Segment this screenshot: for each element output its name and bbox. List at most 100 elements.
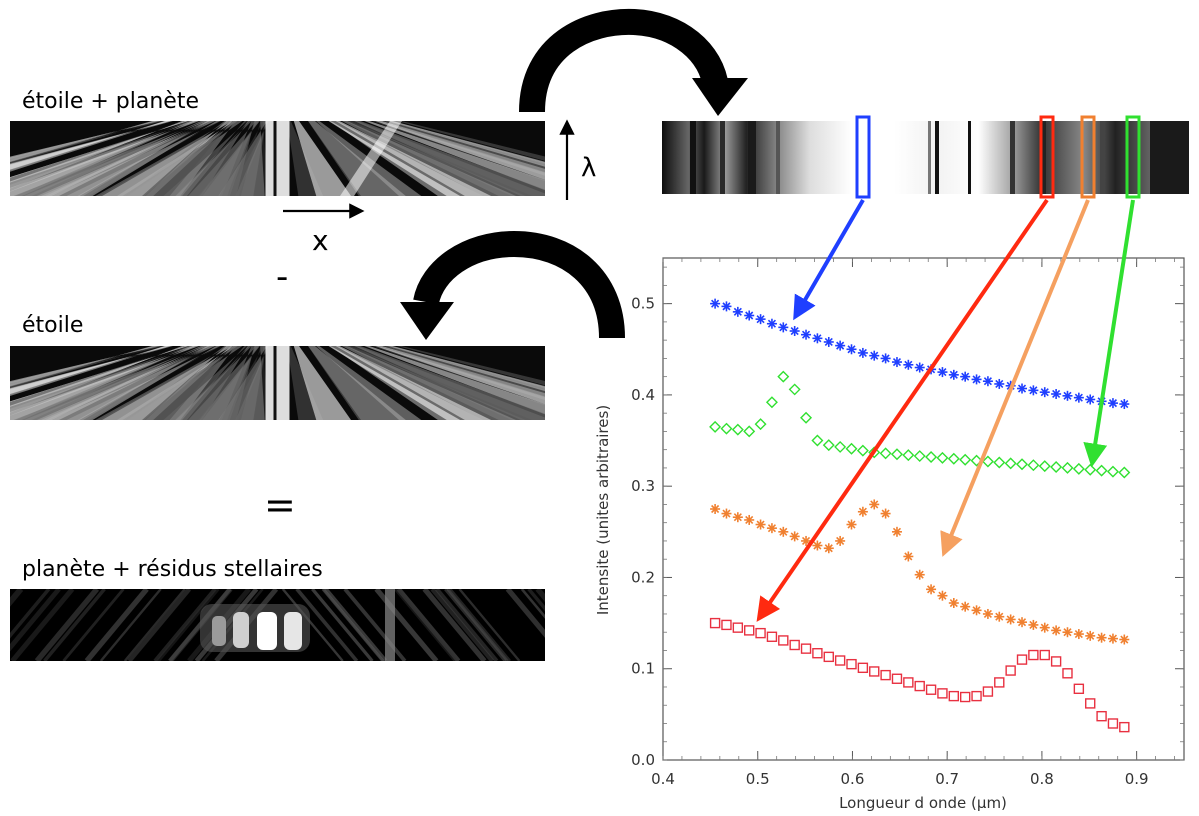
data-point-diamond	[925, 450, 938, 463]
data-point-asterisk	[823, 543, 834, 554]
data-point-asterisk	[732, 306, 743, 317]
data-point-asterisk	[789, 531, 800, 542]
data-point-diamond	[936, 451, 949, 464]
data-point-asterisk	[778, 526, 789, 537]
data-point-asterisk	[1085, 394, 1096, 405]
lambda-direction-arrow: λ	[559, 119, 596, 200]
data-point-diamond	[913, 450, 926, 463]
data-point-diamond	[970, 454, 983, 467]
data-point-diamond	[1050, 461, 1063, 474]
data-point-asterisk	[732, 512, 743, 523]
data-point-diamond	[856, 444, 869, 457]
data-point-asterisk	[960, 371, 971, 382]
data-point-asterisk	[766, 523, 777, 534]
data-point-square	[1050, 656, 1062, 667]
data-point-asterisk	[1107, 398, 1118, 409]
data-point-asterisk	[857, 347, 868, 358]
data-point-square	[1039, 649, 1050, 661]
data-point-asterisk	[846, 519, 857, 530]
curved-arrow-middle	[400, 230, 625, 340]
data-point-asterisk	[982, 608, 993, 619]
data-point-asterisk	[1051, 388, 1062, 399]
data-point-square	[800, 643, 812, 654]
data-point-square	[903, 677, 914, 688]
data-point-asterisk	[971, 605, 982, 616]
data-point-square	[1085, 698, 1096, 709]
data-point-square	[994, 677, 1005, 688]
red-selection-box	[1039, 115, 1055, 199]
data-point-asterisk	[778, 322, 789, 333]
data-point-asterisk	[982, 376, 993, 387]
y-tick-label: 0.0	[631, 751, 655, 769]
label-star: étoile	[22, 313, 83, 338]
data-point-square	[732, 622, 744, 633]
y-tick-label: 0.2	[631, 568, 655, 586]
data-point-asterisk	[710, 504, 721, 514]
data-point-square	[857, 662, 869, 674]
lambda-symbol: λ	[581, 153, 596, 183]
data-point-square	[937, 688, 948, 699]
data-point-diamond	[1084, 463, 1097, 476]
data-point-diamond	[1027, 459, 1040, 472]
data-point-diamond	[777, 370, 790, 383]
x-axis-label: Longueur d onde (μm)	[839, 794, 1007, 812]
data-point-square	[959, 691, 971, 703]
y-tick-label: 0.4	[631, 386, 655, 404]
x-tick-label: 0.6	[841, 770, 865, 788]
data-point-square	[766, 631, 778, 642]
data-point-diamond	[731, 423, 744, 436]
intensity-chart: 0.4 0.5 0.6 0.7 0.8 0.9 0.0 0.1 0.2 0.3 0.4 0.5 Int…	[594, 257, 1185, 812]
data-point-diamond	[720, 422, 733, 435]
image-star-planet	[10, 121, 545, 196]
data-point-square	[1119, 721, 1130, 733]
data-point-asterisk	[903, 359, 914, 370]
data-point-diamond	[709, 420, 722, 433]
data-point-asterisk	[971, 374, 982, 385]
y-tick-label: 0.5	[631, 295, 655, 313]
data-point-square	[948, 690, 960, 702]
data-point-diamond	[902, 449, 915, 462]
data-point-asterisk	[1039, 387, 1050, 398]
data-point-asterisk	[1062, 390, 1073, 401]
data-point-square	[744, 625, 755, 636]
x-tick-label: 0.4	[651, 770, 675, 788]
data-point-asterisk	[801, 329, 812, 340]
data-point-asterisk	[1028, 385, 1039, 396]
data-point-asterisk	[721, 508, 732, 519]
green-connector-arrow	[1083, 199, 1135, 468]
data-point-asterisk	[937, 367, 948, 378]
data-point-square	[891, 673, 903, 684]
data-point-asterisk	[1073, 629, 1084, 640]
data-point-asterisk	[914, 362, 925, 373]
data-point-asterisk	[1119, 399, 1130, 410]
data-point-asterisk	[1039, 622, 1050, 633]
data-point-diamond	[834, 440, 847, 453]
data-point-asterisk	[926, 584, 937, 595]
data-point-asterisk	[744, 514, 755, 525]
image-residual	[10, 589, 545, 661]
x-symbol: x	[312, 224, 329, 257]
data-point-diamond	[947, 452, 960, 465]
data-point-asterisk	[891, 357, 902, 368]
data-point-square	[823, 651, 834, 663]
y-tick-label: 0.1	[631, 660, 655, 678]
data-point-diamond	[1072, 462, 1085, 475]
orange-connector-arrow	[940, 199, 1090, 557]
data-point-asterisk	[903, 551, 914, 562]
data-point-diamond	[743, 425, 756, 438]
data-point-square	[1107, 718, 1119, 729]
data-point-diamond	[879, 447, 892, 460]
data-point-asterisk	[1107, 633, 1118, 644]
x-tick-label: 0.8	[1030, 770, 1054, 788]
data-point-square	[1028, 649, 1039, 661]
label-residual: planète + résidus stellaires	[22, 557, 323, 582]
data-point-diamond	[754, 418, 767, 431]
data-point-asterisk	[891, 526, 902, 537]
data-point-asterisk	[948, 598, 959, 609]
data-point-asterisk	[1051, 625, 1062, 636]
data-point-asterisk	[846, 344, 857, 355]
data-point-diamond	[868, 446, 881, 459]
data-point-asterisk	[869, 499, 880, 510]
data-point-asterisk	[812, 540, 823, 551]
